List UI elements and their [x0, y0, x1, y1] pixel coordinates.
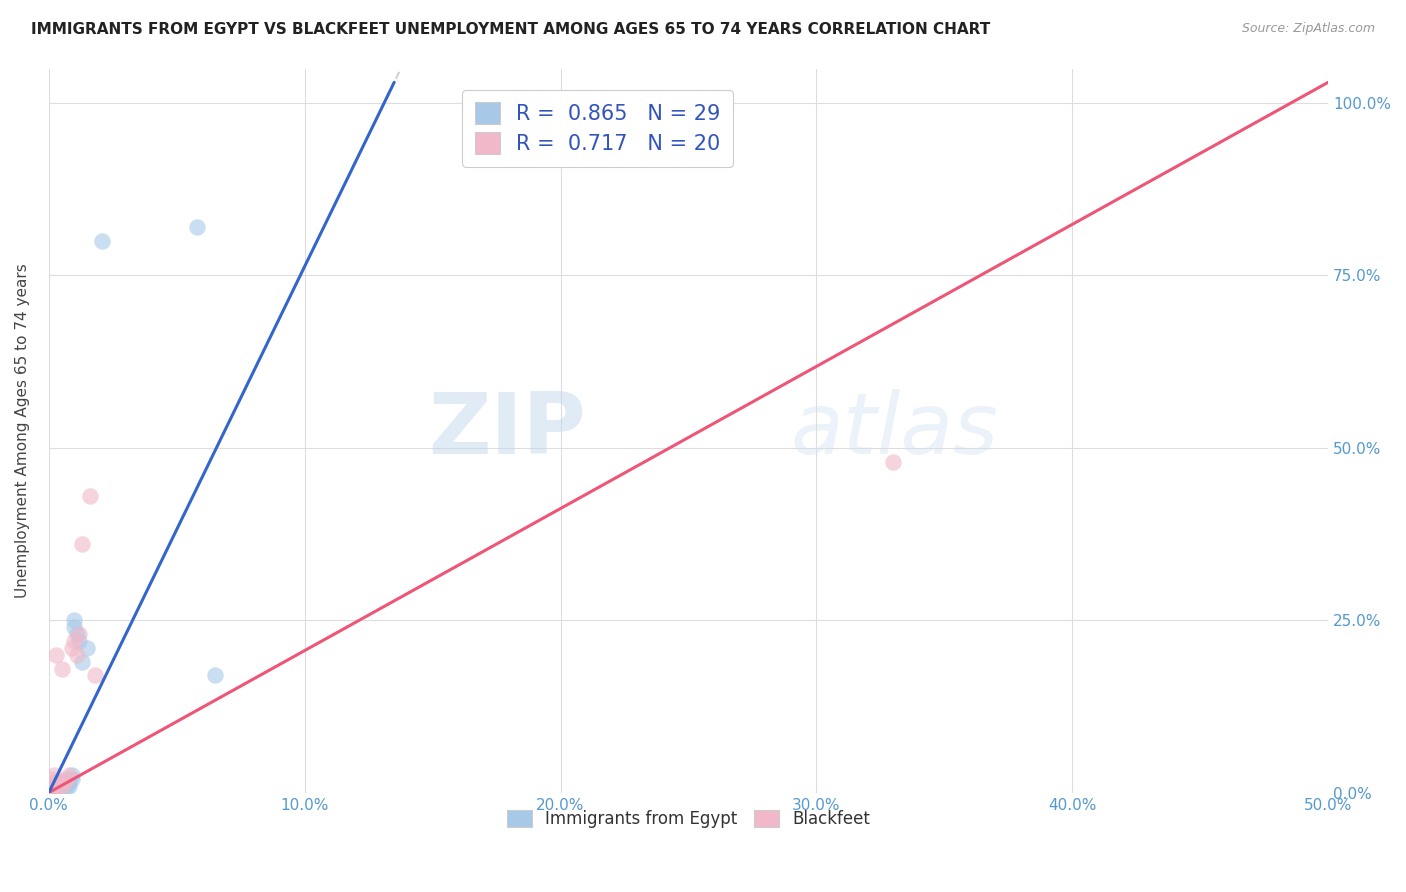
- Point: [70, 655, 93, 669]
- Point: [42, 768, 65, 782]
- Point: [53, 775, 76, 789]
- Point: [91, 234, 114, 248]
- Point: [79, 489, 101, 503]
- Point: [55, 779, 77, 793]
- Text: ZIP: ZIP: [429, 389, 586, 472]
- Text: IMMIGRANTS FROM EGYPT VS BLACKFEET UNEMPLOYMENT AMONG AGES 65 TO 74 YEARS CORREL: IMMIGRANTS FROM EGYPT VS BLACKFEET UNEMP…: [31, 22, 990, 37]
- Point: [63, 634, 86, 648]
- Point: [69, 627, 91, 641]
- Point: [60, 768, 83, 782]
- Point: [55, 772, 77, 786]
- Point: [882, 455, 904, 469]
- Point: [58, 768, 80, 782]
- Point: [48, 779, 70, 793]
- Point: [58, 775, 80, 789]
- Point: [51, 775, 73, 789]
- Point: [69, 634, 91, 648]
- Point: [60, 772, 83, 786]
- Point: [51, 779, 73, 793]
- Point: [70, 537, 93, 551]
- Legend: Immigrants from Egypt, Blackfeet: Immigrants from Egypt, Blackfeet: [501, 804, 877, 835]
- Point: [66, 627, 89, 641]
- Point: [58, 779, 80, 793]
- Point: [51, 661, 73, 675]
- Point: [60, 640, 83, 655]
- Y-axis label: Unemployment Among Ages 65 to 74 years: Unemployment Among Ages 65 to 74 years: [15, 263, 30, 598]
- Text: Source: ZipAtlas.com: Source: ZipAtlas.com: [1241, 22, 1375, 36]
- Point: [48, 779, 70, 793]
- Point: [51, 779, 73, 793]
- Point: [45, 782, 67, 797]
- Point: [66, 648, 89, 662]
- Point: [53, 775, 76, 789]
- Point: [48, 775, 70, 789]
- Point: [63, 620, 86, 634]
- Point: [39, 782, 62, 797]
- Point: [45, 775, 67, 789]
- Point: [45, 779, 67, 793]
- Point: [39, 772, 62, 786]
- Point: [83, 668, 105, 682]
- Point: [204, 668, 226, 682]
- Point: [42, 782, 65, 797]
- Point: [42, 779, 65, 793]
- Point: [39, 779, 62, 793]
- Point: [76, 640, 98, 655]
- Point: [45, 648, 67, 662]
- Point: [45, 775, 67, 789]
- Point: [39, 782, 62, 797]
- Point: [53, 779, 76, 793]
- Text: atlas: atlas: [790, 389, 998, 472]
- Point: [42, 779, 65, 793]
- Point: [55, 775, 77, 789]
- Point: [55, 772, 77, 786]
- Point: [63, 613, 86, 627]
- Point: [186, 220, 208, 235]
